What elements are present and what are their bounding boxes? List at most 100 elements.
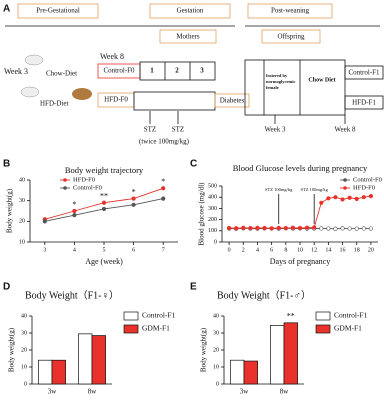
- data-point: [269, 226, 274, 231]
- data-point: [297, 225, 303, 231]
- data-point: [354, 196, 359, 201]
- data-point: [241, 225, 246, 230]
- post-week: Week 3: [264, 126, 286, 134]
- data-point: [319, 226, 324, 231]
- stz: STZ: [172, 126, 184, 134]
- y-axis-label: Body weight(g): [6, 188, 14, 233]
- data-point: [72, 213, 77, 218]
- post-week: Week 8: [334, 126, 356, 134]
- bar: [270, 325, 285, 385]
- data-point: [42, 219, 47, 224]
- y-tick-label: 0: [24, 381, 27, 387]
- x-tick-label: 8w: [88, 388, 98, 396]
- x-tick-label: 6: [270, 247, 273, 253]
- significance: **: [287, 312, 295, 321]
- data-point: [326, 196, 331, 201]
- mouse-icon: [72, 88, 92, 100]
- y-tick-label: 200: [208, 217, 217, 223]
- x-tick-label: 0: [228, 247, 231, 253]
- data-point: [226, 225, 232, 231]
- data-point: [312, 225, 317, 230]
- legend-label: GDM-F1: [142, 324, 170, 333]
- box: [159, 29, 217, 44]
- data-point: [290, 225, 296, 230]
- y-tick-label: 40: [19, 177, 25, 183]
- y-tick-label: 0: [214, 239, 217, 245]
- y-axis-label: Blood glucose (mg/dl): [198, 182, 206, 246]
- legend-marker: [343, 186, 347, 190]
- x-axis-label: Days of pregnancy: [270, 257, 330, 266]
- data-point: [283, 226, 288, 231]
- y-tick-label: 40: [21, 313, 27, 319]
- phase: Pre-Gestational: [36, 7, 80, 15]
- significance: *: [72, 200, 76, 209]
- x-tick-label: 14: [325, 247, 331, 253]
- y-tick-label: 20: [213, 347, 219, 353]
- f0-label: HFD-F0: [104, 96, 128, 104]
- data-point: [161, 196, 166, 201]
- bar: [230, 359, 245, 385]
- legend-swatch: [123, 311, 139, 321]
- y-tick-label: 20: [21, 347, 27, 353]
- y-tick-label: 10: [213, 364, 219, 370]
- phase: Gestation: [177, 7, 204, 15]
- y-axis-label: Body weight(g): [200, 327, 208, 372]
- phase: Post-weaning: [271, 7, 310, 15]
- y-tick-label: 10: [21, 364, 27, 370]
- legend-marker: [63, 178, 67, 182]
- x-tick-label: 16: [340, 247, 346, 253]
- data-point: [333, 226, 338, 231]
- f1-label: Control-F1: [348, 69, 380, 77]
- legend-swatch: [315, 324, 331, 334]
- data-point: [340, 226, 345, 231]
- diabetes: Diabetes: [220, 97, 245, 105]
- box: [261, 29, 321, 44]
- data-point: [368, 226, 374, 231]
- legend-label: Control-F0: [353, 176, 382, 183]
- legend-label: GDM-F1: [334, 324, 362, 333]
- timeline: [133, 91, 216, 111]
- x-tick-label: 3w: [240, 388, 250, 396]
- x-tick-label: 6: [132, 247, 135, 253]
- data-point: [304, 225, 310, 230]
- x-tick-label: 10: [297, 247, 303, 253]
- y-tick-label: 20: [19, 219, 25, 225]
- box: [17, 3, 99, 19]
- data-point: [347, 226, 352, 231]
- panel-label: D: [3, 282, 10, 293]
- f0-label: Control-F0: [103, 67, 135, 75]
- mouse-icon: [20, 86, 40, 98]
- panel-label: E: [190, 282, 197, 293]
- legend-marker: [343, 178, 347, 182]
- legend-label: HFD-F0: [353, 184, 375, 191]
- bar: [243, 360, 258, 385]
- chart-title: Body weight trajectory: [65, 165, 144, 175]
- timeline: [244, 59, 346, 116]
- box: [149, 3, 231, 19]
- significance: **: [100, 192, 108, 201]
- chow-diet: Chow Diet: [308, 77, 335, 83]
- diet: HFD-Diet: [40, 100, 68, 108]
- foster-note: normoglycemic: [266, 79, 296, 84]
- x-axis-label: Age (week): [85, 257, 123, 266]
- y-tick-label: 400: [208, 195, 217, 201]
- annotation: STZ 100mg/kg: [265, 187, 293, 192]
- panel-label: A: [3, 4, 10, 15]
- x-tick-label: 3: [43, 247, 46, 253]
- chart-title: Body Weight（F1-♂）: [217, 289, 311, 301]
- y-tick-label: 30: [21, 330, 27, 336]
- bar: [91, 335, 106, 385]
- legend-marker: [63, 186, 67, 190]
- data-point: [255, 225, 260, 230]
- data-point: [131, 202, 136, 207]
- x-tick-label: 12: [311, 247, 317, 253]
- significance: *: [161, 177, 165, 186]
- bar: [51, 359, 66, 385]
- x-tick-label: 3w: [48, 388, 58, 396]
- x-tick-label: 8: [284, 247, 287, 253]
- legend-label: Control-F1: [142, 311, 176, 320]
- data-point: [361, 226, 366, 231]
- bar: [283, 322, 298, 385]
- legend-swatch: [315, 311, 331, 321]
